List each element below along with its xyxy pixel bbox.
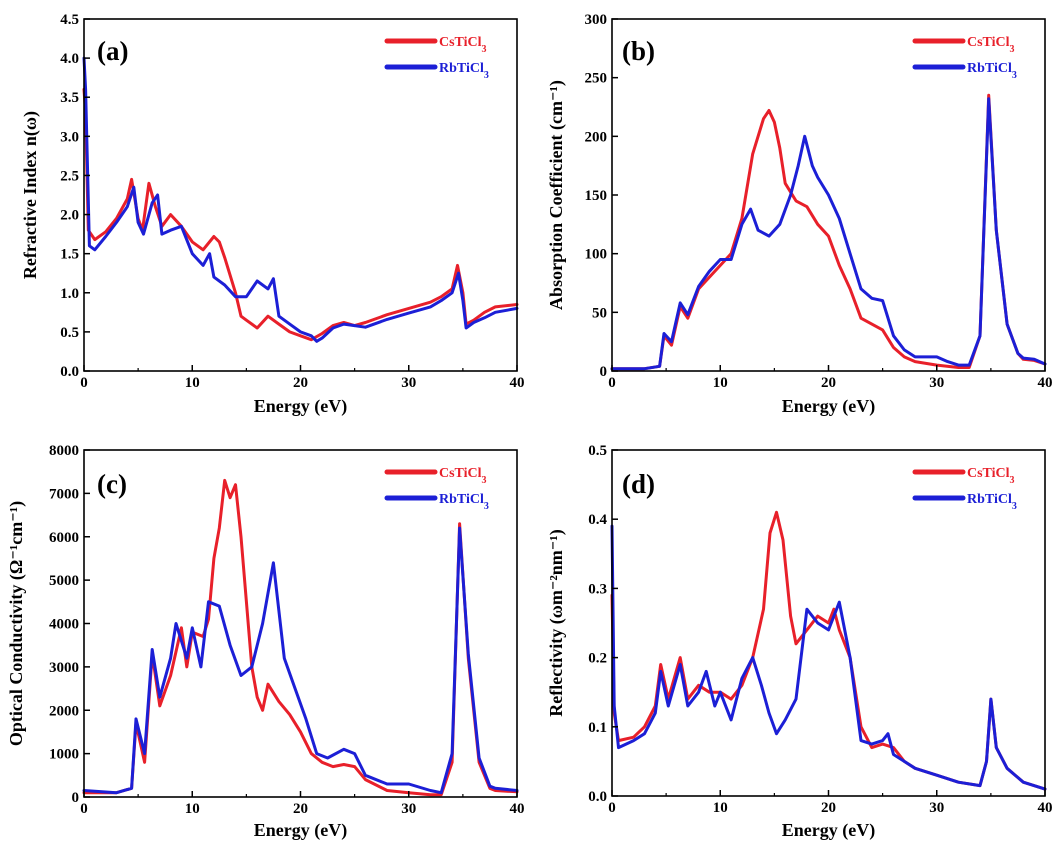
chart-panel-4: 0 10 20 30 40 0.0 0.1 0.2 0.3 0.4 0.5 Energy (eV) Re… [546,443,1053,841]
legend-label-rbticl3: RbTiCl3 [967,61,1017,81]
x-tick-label: 20 [821,800,836,816]
y-tick-label: 300 [585,12,608,28]
y-tick-label: 0.5 [60,325,79,341]
x-tick-label: 10 [185,801,200,817]
legend-label-csticl3: CsTiCl3 [967,35,1015,55]
y-tick-label: 2.0 [60,208,79,224]
y-tick-label: 0.1 [588,720,607,736]
x-tick-label: 40 [1038,375,1053,391]
y-tick-label: 200 [585,129,608,145]
series-line-csticl3 [82,478,519,797]
panel-label: (b) [622,36,655,66]
chart-panel-1: 0 10 20 30 40 0.0 0.5 1.0 1.5 2.0 2.5 3.0 3.5 4.0 4.5 E… [20,12,525,417]
series-line-rbticl3 [82,56,519,343]
y-tick-label: 0.0 [588,789,607,805]
chart-panel-2: 0 10 20 30 40 0 50 100 150 200 250 300 Energy (eV) Ab… [546,12,1053,417]
y-tick-label: 4.5 [60,12,79,28]
y-tick-label: 0.3 [588,581,607,597]
y-tick-label: 0 [72,790,80,806]
chart-panel-3: 0 10 20 30 40 0 1000 2000 3000 4000 5000 6000 7000 80… [6,443,525,841]
x-tick-label: 20 [293,801,308,817]
y-tick-label: 50 [592,305,607,321]
y-tick-label: 100 [585,247,608,263]
y-axis-title: Absorption Coefficient (cm⁻¹) [546,80,567,310]
series-line-csticl3 [610,510,1047,791]
x-axis-title: Energy (eV) [254,820,347,841]
y-tick-label: 5000 [49,573,79,589]
y-tick-label: 8000 [49,443,79,459]
x-tick-label: 40 [1038,800,1053,816]
x-tick-label: 20 [821,375,836,391]
x-tick-label: 30 [401,801,416,817]
y-axis-title: Optical Conductivity (Ω⁻¹cm⁻¹) [6,501,27,746]
panel-label: (d) [622,469,655,499]
y-axis-title: Reflectivity (ωm⁻²nm⁻¹) [546,529,567,716]
legend-label-rbticl3: RbTiCl3 [439,61,489,81]
x-tick-label: 30 [401,375,416,391]
x-axis-title: Energy (eV) [254,396,347,417]
y-tick-label: 1.5 [60,247,79,263]
y-tick-label: 3000 [49,660,79,676]
x-tick-label: 30 [929,375,944,391]
y-tick-label: 0.2 [588,651,607,667]
y-tick-label: 4.0 [60,51,79,67]
legend-label-csticl3: CsTiCl3 [439,35,487,55]
x-tick-label: 40 [510,801,525,817]
y-tick-label: 1000 [49,747,79,763]
legend-label-rbticl3: RbTiCl3 [439,492,489,512]
y-tick-label: 0.5 [588,443,607,459]
x-tick-label: 10 [713,375,728,391]
y-tick-label: 2000 [49,703,79,719]
series-line-rbticl3 [610,97,1047,371]
x-tick-label: 0 [608,375,616,391]
y-tick-label: 4000 [49,617,79,633]
series-line-rbticl3 [610,524,1047,791]
y-tick-label: 0.4 [588,512,607,528]
x-tick-label: 0 [608,800,616,816]
y-tick-label: 7000 [49,486,79,502]
legend-label-rbticl3: RbTiCl3 [967,492,1017,512]
x-axis-title: Energy (eV) [782,396,875,417]
y-axis-title: Refractive Index n(ω) [20,111,41,279]
y-tick-label: 250 [585,71,608,87]
x-tick-label: 20 [293,375,308,391]
panel-label: (a) [97,36,128,66]
series-line-rbticl3 [82,526,519,795]
x-tick-label: 10 [185,375,200,391]
x-axis-title: Energy (eV) [782,820,875,841]
y-tick-label: 6000 [49,530,79,546]
y-tick-label: 1.0 [60,286,79,302]
x-tick-label: 40 [510,375,525,391]
y-tick-label: 0.0 [60,364,79,380]
y-tick-label: 150 [585,188,608,204]
y-tick-label: 0 [600,364,608,380]
y-tick-label: 3.5 [60,90,79,106]
panel-label: (c) [97,469,127,499]
x-tick-label: 10 [713,800,728,816]
y-tick-label: 3.0 [60,129,79,145]
y-tick-label: 2.5 [60,168,79,184]
x-tick-label: 30 [929,800,944,816]
legend-label-csticl3: CsTiCl3 [439,466,487,486]
legend-label-csticl3: CsTiCl3 [967,466,1015,486]
x-tick-label: 0 [80,375,88,391]
x-tick-label: 0 [80,801,88,817]
